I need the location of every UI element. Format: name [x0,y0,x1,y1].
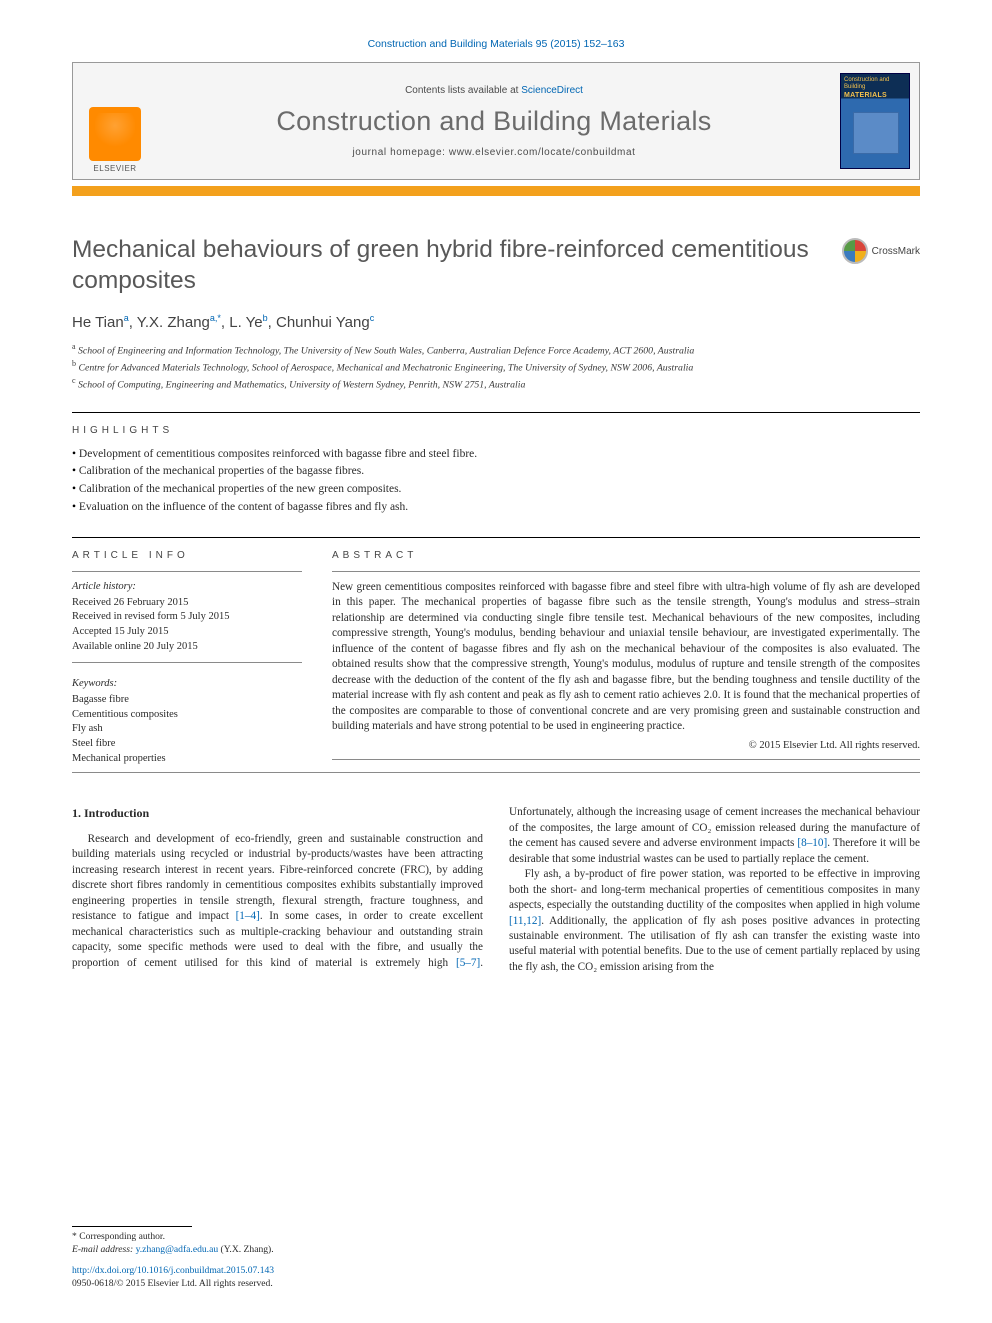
highlight-item: Evaluation on the influence of the conte… [72,499,920,517]
citation-link[interactable]: [8–10] [797,837,827,849]
sciencedirect-link[interactable]: ScienceDirect [521,85,583,96]
elsevier-logo: ELSEVIER [83,95,147,173]
cover-text-top: Construction and Building [844,77,906,91]
keyword-item: Bagasse fibre [72,693,302,708]
affiliation-list: a School of Engineering and Information … [72,341,920,392]
affiliation-text: Centre for Advanced Materials Technology… [78,362,693,373]
abstract-heading: ABSTRACT [332,550,920,561]
affiliation-text: School of Engineering and Information Te… [78,345,694,356]
highlights-block: Development of cementitious composites r… [72,446,920,517]
divider [72,412,920,413]
journal-homepage-line: journal homepage: www.elsevier.com/locat… [157,147,831,158]
cover-art-block [853,112,899,154]
journal-homepage-link[interactable]: www.elsevier.com/locate/conbuildmat [449,147,636,158]
affiliation-text: School of Computing, Engineering and Mat… [78,379,525,390]
divider [72,537,920,538]
article-title: Mechanical behaviours of green hybrid fi… [72,234,828,297]
abstract-text: New green cementitious composites reinfo… [332,580,920,735]
crossmark-label: CrossMark [872,246,920,257]
keywords-heading: Keywords: [72,677,302,692]
publisher-logo-slot: ELSEVIER [73,63,157,179]
citation-link[interactable]: [5–7] [456,957,480,969]
history-item: Accepted 15 July 2015 [72,625,302,640]
divider [332,571,920,572]
keyword-item: Fly ash [72,722,302,737]
email-suffix: (Y.X. Zhang). [218,1244,274,1255]
citation-link[interactable]: [11,12] [509,915,541,927]
article-info-column: ARTICLE INFO Article history: Received 2… [72,550,302,769]
cover-text-materials: MATERIALS [844,92,906,99]
author-list: He Tiana, Y.X. Zhanga,*, L. Yeb, Chunhui… [72,313,920,331]
keyword-item: Mechanical properties [72,752,302,767]
copyright-line: © 2015 Elsevier Ltd. All rights reserved… [332,740,920,751]
doi-link[interactable]: http://dx.doi.org/10.1016/j.conbuildmat.… [72,1265,472,1278]
history-item: Received in revised form 5 July 2015 [72,610,302,625]
highlight-item: Calibration of the mechanical properties… [72,481,920,499]
history-heading: Article history: [72,580,302,595]
email-label: E-mail address: [72,1244,136,1255]
journal-cover-slot: Construction and Building MATERIALS [831,63,919,179]
crossmark-icon [842,238,868,264]
body-two-column: 1. Introduction Research and development… [72,805,920,975]
contents-available-line: Contents lists available at ScienceDirec… [157,85,831,96]
body-text: Fly ash, a by-product of fire power stat… [509,868,920,911]
corresponding-email-link[interactable]: y.zhang@adfa.edu.au [136,1244,219,1255]
corresponding-email-line: E-mail address: y.zhang@adfa.edu.au (Y.X… [72,1244,472,1257]
keyword-item: Steel fibre [72,737,302,752]
article-info-block: Article history: Received 26 February 20… [72,580,302,767]
citation-link[interactable]: [1–4] [236,910,260,922]
affiliation-item: a School of Engineering and Information … [72,341,920,358]
highlight-item: Calibration of the mechanical properties… [72,463,920,481]
journal-masthead: ELSEVIER Contents lists available at Sci… [72,62,920,180]
footer-block: * Corresponding author. E-mail address: … [72,1226,472,1291]
footnote-rule [72,1226,192,1227]
corresponding-author-note: * Corresponding author. [72,1231,472,1244]
keyword-item: Cementitious composites [72,708,302,723]
history-item: Available online 20 July 2015 [72,640,302,655]
homepage-prefix: journal homepage: [352,147,448,158]
citation-line: Construction and Building Materials 95 (… [72,38,920,50]
elsevier-wordmark: ELSEVIER [93,164,136,173]
highlights-heading: HIGHLIGHTS [72,425,920,436]
masthead-orange-bar [72,186,920,196]
intro-heading: 1. Introduction [72,805,483,822]
body-text: . Additionally, the application of fly a… [509,915,920,973]
affiliation-item: c School of Computing, Engineering and M… [72,375,920,392]
crossmark-widget[interactable]: CrossMark [842,238,920,264]
highlight-item: Development of cementitious composites r… [72,446,920,464]
divider [72,571,302,572]
journal-cover-thumb: Construction and Building MATERIALS [840,73,910,169]
divider [332,759,920,760]
divider [72,662,302,663]
article-info-heading: ARTICLE INFO [72,550,302,561]
contents-prefix: Contents lists available at [405,85,521,96]
abstract-column: ABSTRACT New green cementitious composit… [332,550,920,769]
intro-paragraph: Fly ash, a by-product of fire power stat… [509,867,920,975]
issn-copyright-line: 0950-0618/© 2015 Elsevier Ltd. All right… [72,1278,472,1291]
body-text: Research and development of eco-friendly… [72,833,483,922]
journal-name: Construction and Building Materials [157,106,831,137]
divider [72,772,920,773]
elsevier-tree-icon [89,107,141,161]
affiliation-item: b Centre for Advanced Materials Technolo… [72,358,920,375]
history-item: Received 26 February 2015 [72,596,302,611]
masthead-center: Contents lists available at ScienceDirec… [157,63,831,179]
